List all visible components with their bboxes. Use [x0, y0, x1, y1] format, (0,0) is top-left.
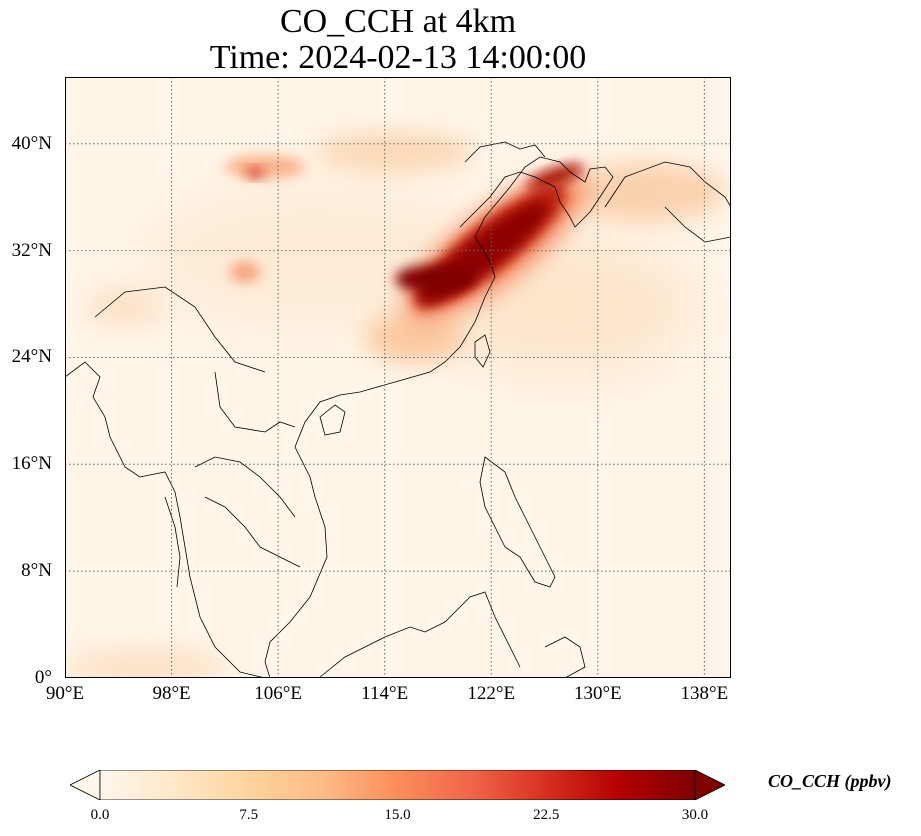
map-title-line-1: CO_CCH at 4km [279, 3, 517, 40]
colorbar-graphic [69, 769, 726, 801]
lat-tick-label-0: 0° [34, 667, 52, 688]
concentration-field [65, 132, 725, 678]
lon-tick-label-106e: 106°E [254, 683, 302, 704]
lat-tick-label-40n: 40°N [11, 132, 52, 154]
lon-tick-label-90e: 90°E [45, 683, 85, 704]
map-canvas [65, 77, 731, 678]
lon-tick-label-138e: 138°E [680, 683, 729, 704]
colorbar-extend-high [694, 769, 726, 801]
map-border [65, 77, 731, 678]
lat-tick-label-16n: 16°N [11, 453, 52, 475]
colorbar-tick-label-30: 30.0 [681, 807, 709, 823]
colorbar [69, 769, 726, 801]
map-title-line-2: Time: 2024-02-13 14:00:00 [209, 39, 587, 76]
lon-tick-label-122e: 122°E [467, 683, 516, 704]
colorbar-tick-label-0: 0.0 [90, 807, 110, 823]
colorbar-tick-label-22-5: 22.5 [533, 807, 560, 823]
colorbar-extend-low [69, 769, 101, 801]
colorbar-unit-label: CO_CCH (ppbv) [768, 771, 892, 791]
lon-tick-label-114e: 114°E [361, 683, 409, 704]
colorbar-tick-label-7-5: 7.5 [239, 807, 259, 823]
lat-tick-label-24n: 24°N [11, 346, 52, 368]
map-panel [65, 77, 731, 678]
lon-tick-label-130e: 130°E [573, 683, 622, 704]
colorbar-tick-label-15: 15.0 [384, 807, 411, 823]
lat-tick-label-8n: 8°N [21, 560, 52, 582]
colorbar-gradient [99, 769, 696, 801]
lat-tick-label-32n: 32°N [11, 239, 52, 261]
lon-tick-label-98e: 98°E [152, 683, 191, 704]
map-gridlines [65, 77, 731, 678]
coastlines [65, 141, 731, 678]
